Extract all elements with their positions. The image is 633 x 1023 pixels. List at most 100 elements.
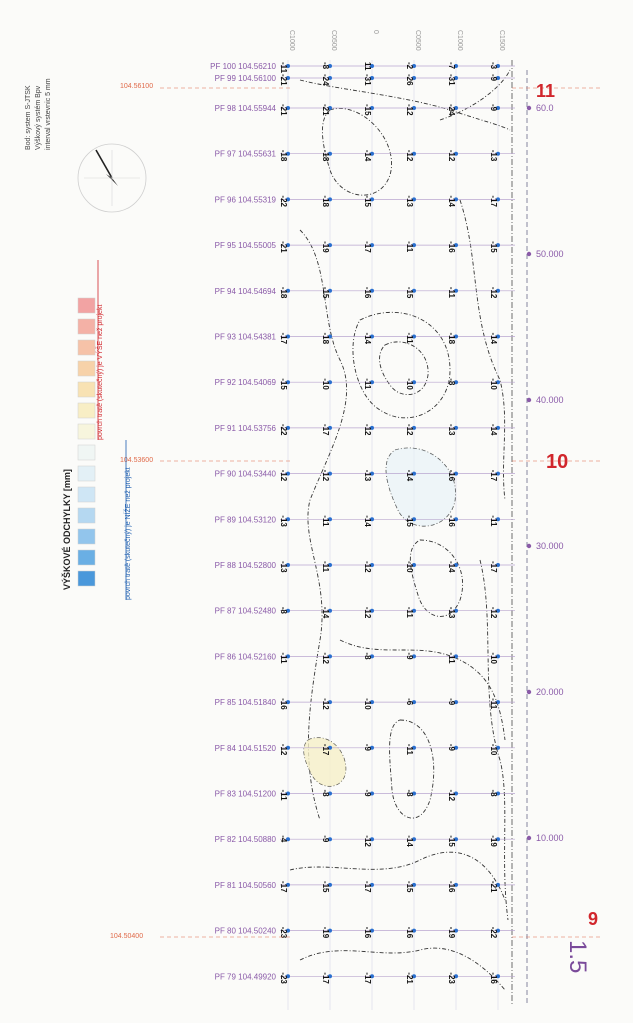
point-value: -17 [489, 470, 498, 482]
measurement-point [370, 517, 374, 522]
point-value: -12 [363, 424, 372, 436]
profile-label: PF 83 104.51200 [215, 790, 277, 799]
point-value: -17 [489, 195, 498, 207]
point-value: -14 [363, 333, 372, 345]
point-value: -18 [321, 333, 330, 345]
measurement-point [454, 974, 458, 979]
point-value: -17 [321, 424, 330, 436]
point-value: -11 [363, 378, 372, 390]
highlight-zone-2 [386, 448, 456, 527]
map-grid [287, 60, 499, 1010]
measurement-point [370, 745, 374, 750]
measurement-point [370, 64, 374, 68]
measurement-point [328, 882, 332, 887]
point-value: -16 [447, 241, 456, 253]
point-value: -23 [447, 972, 456, 984]
measurement-point [454, 928, 458, 933]
legend-swatch [77, 549, 96, 566]
measurement-point [328, 288, 332, 293]
point-value: -17 [363, 881, 372, 893]
point-value: -12 [321, 470, 330, 482]
point-value: -14 [363, 515, 372, 527]
chainage-label: 60.0 [536, 103, 554, 113]
point-value: -16 [447, 515, 456, 527]
measurement-point [370, 700, 374, 705]
chainage-marker [526, 835, 532, 841]
point-value: -21 [489, 881, 498, 893]
point-value: -8 [489, 790, 498, 798]
point-value: -12 [447, 790, 456, 802]
chainage-km-big: 1.5 [564, 940, 591, 973]
legend-swatch [77, 318, 96, 335]
measurement-point [412, 654, 416, 659]
measurement-point [286, 608, 290, 613]
measurement-point [370, 151, 374, 156]
legend: VÝŠKOVÉ ODCHYLKY [mm] povrch tratě (skut… [61, 260, 132, 600]
point-value: -18 [447, 333, 456, 345]
profile-label: PF 95 104.55005 [215, 241, 277, 250]
measurement-point [496, 76, 500, 80]
measurement-point [370, 928, 374, 933]
measurement-point [454, 654, 458, 659]
measurement-point [496, 974, 500, 979]
measurement-point [412, 517, 416, 522]
measurement-point [412, 76, 416, 80]
measurement-point [370, 608, 374, 613]
point-value: -10 [405, 561, 414, 573]
chainage-marker [526, 397, 532, 403]
info-line: Bod: system S-JTSK [25, 85, 32, 150]
measurement-point [412, 243, 416, 248]
measurement-point [286, 380, 290, 385]
measurement-point [496, 64, 500, 68]
section-number: 9 [588, 909, 598, 929]
measurement-point [496, 380, 500, 385]
point-value: -9 [363, 790, 372, 798]
north-arrow [77, 143, 147, 213]
point-value: -15 [405, 515, 414, 527]
measurement-point [412, 425, 416, 430]
point-value: -10 [489, 744, 498, 756]
point-value: -13 [447, 424, 456, 436]
measurement-point [328, 928, 332, 933]
point-value: -11 [405, 607, 414, 619]
measurement-point [370, 197, 374, 202]
point-value: -12 [279, 470, 288, 482]
legend-swatch [77, 486, 96, 503]
measurement-point [286, 106, 290, 110]
point-value: -23 [279, 927, 288, 939]
info-line: Výškový systém Bpv [35, 85, 42, 150]
measurement-point [286, 882, 290, 887]
measurement-point [328, 745, 332, 750]
point-value: -21 [279, 74, 288, 86]
point-value: -11 [279, 652, 288, 664]
point-value: -12 [363, 561, 372, 573]
profile-label: PF 82 104.50880 [215, 835, 277, 844]
point-value: -15 [363, 104, 372, 116]
point-value: -19 [321, 241, 330, 253]
measurement-point [496, 563, 500, 567]
chainage-label: 20.000 [536, 687, 564, 697]
measurement-point [412, 563, 416, 567]
ref-label: 104.53600 [120, 457, 153, 464]
point-value: -9 [447, 744, 456, 752]
legend-above-label: povrch tratě (skutečný) je VÝŠE než proj… [95, 305, 104, 440]
point-value: -17 [321, 972, 330, 984]
legend-swatch [77, 465, 96, 482]
point-value: -14 [321, 607, 330, 619]
chainage-marker [526, 105, 532, 111]
legend-swatch [77, 570, 96, 587]
measurement-point [454, 608, 458, 613]
column-label: 0 [372, 30, 379, 34]
measurement-point [496, 882, 500, 887]
measurement-point [496, 517, 500, 522]
measurement-point [328, 791, 332, 796]
ref-label: 104.56100 [120, 83, 153, 90]
measurement-point [286, 64, 290, 68]
point-value: -12 [363, 607, 372, 619]
point-value: -16 [405, 927, 414, 939]
map-info: Bod: system S-JTSK Výškový systém Bpv in… [25, 78, 52, 150]
highlight-zone [303, 737, 346, 787]
measurement-point [328, 197, 332, 202]
measurement-point [412, 608, 416, 613]
point-value: -16 [447, 470, 456, 482]
